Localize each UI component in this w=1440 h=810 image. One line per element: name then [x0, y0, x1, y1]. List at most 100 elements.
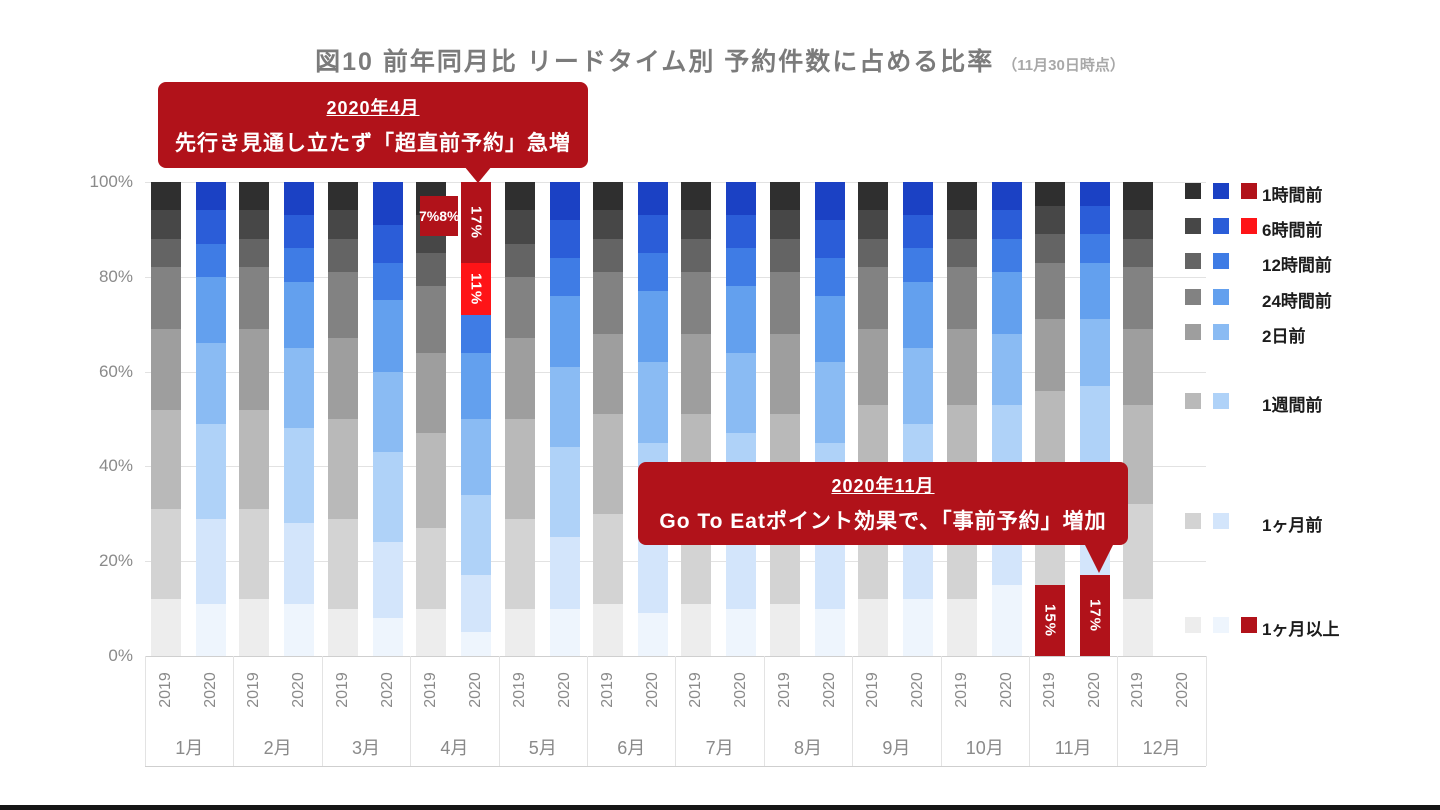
bar-segment: [903, 215, 934, 249]
x-tick-month: 4月: [440, 738, 469, 758]
bar-segment: [549, 295, 580, 367]
month-separator: [498, 656, 500, 766]
bar-segment: [416, 286, 447, 353]
month-separator: [940, 656, 942, 766]
bar-segment: [461, 494, 492, 576]
bar-segment: [1123, 328, 1154, 405]
bar-segment: [372, 262, 403, 301]
bar-segment: [1123, 267, 1154, 329]
x-tick-month: 11月: [1054, 738, 1092, 758]
bar-segment: [461, 352, 492, 419]
x-tick-month: 1月: [175, 738, 204, 758]
bar-segment: [1035, 205, 1065, 235]
x-tick-year: 2019: [599, 672, 616, 708]
bar-segment: [327, 272, 358, 339]
month-separator: [321, 656, 323, 766]
legend-swatch-y2020: [1213, 253, 1229, 269]
bar-segment: [151, 182, 181, 211]
bar-segment: [151, 509, 181, 600]
bar-segment: [991, 182, 1022, 211]
x-tick-year: 2020: [555, 672, 573, 708]
x-tick-year: 2020: [909, 672, 927, 708]
bar-segment: [681, 603, 712, 656]
bar-segment: [1123, 599, 1154, 656]
bar-segment: [726, 248, 757, 287]
month-separator: [1205, 656, 1207, 766]
x-tick-month: 5月: [528, 738, 557, 758]
bar-segment: [372, 618, 403, 656]
bar-segment: [1123, 238, 1154, 268]
segment-value-label: 11%: [467, 272, 485, 305]
bar-segment: [327, 518, 358, 609]
legend-swatch-y2020: [1213, 289, 1229, 305]
bar-segment: [196, 243, 226, 277]
bar-segment: [504, 243, 535, 277]
x-tick-year: 2019: [422, 672, 440, 708]
bar-segment: [1080, 234, 1110, 263]
segment-value-label: 17%: [467, 205, 485, 239]
legend-label: 1ヶ月前: [1262, 516, 1323, 535]
bar-segment: [151, 267, 181, 329]
bar-segment: [284, 281, 315, 348]
april-2019-values-label: 7%8%: [419, 196, 459, 236]
callout-november-title: 2020年11月: [831, 476, 935, 496]
bar-segment: [151, 210, 181, 239]
y-axis-tick: 100%: [89, 172, 133, 191]
bar-segment: [858, 267, 889, 329]
stacked-bar-2019-10月: [946, 182, 977, 656]
bar-segment: [946, 210, 977, 239]
legend-label: 24時間前: [1262, 292, 1332, 311]
bar-segment: [504, 608, 535, 656]
bar-segment: [151, 328, 181, 410]
legend-label: 1週間前: [1262, 396, 1323, 415]
bar-segment: [769, 182, 800, 211]
bar-segment: [903, 347, 934, 424]
bar-segment: [946, 599, 977, 656]
bar-segment: [638, 537, 668, 614]
bar-segment: [638, 182, 668, 216]
bar-segment: [593, 272, 623, 334]
bar-segment: [726, 352, 757, 434]
bar-segment: [593, 603, 623, 656]
bar-segment: [769, 603, 800, 656]
legend-swatch-y2020: [1213, 617, 1229, 633]
bar-segment: [372, 224, 403, 263]
bar-segment: [593, 210, 623, 239]
legend-label: 12時間前: [1262, 256, 1332, 275]
x-tick-year: 2020: [1086, 672, 1103, 708]
stacked-bar-2020-3月: [372, 182, 403, 656]
y-axis-tick: 80%: [98, 266, 133, 286]
x-tick-year: 2019: [1041, 672, 1058, 708]
bar-segment: [1080, 262, 1110, 320]
bar-segment: [284, 603, 315, 656]
x-tick-year: 2019: [687, 672, 705, 708]
stacked-bar-2020-2月: [284, 182, 315, 656]
bar-segment: [814, 257, 845, 296]
bar-segment: [284, 248, 315, 282]
bar-segment: [858, 238, 889, 268]
bar-segment: [946, 267, 977, 329]
bar-segment: [239, 267, 270, 329]
bar-segment: [638, 253, 668, 291]
stacked-bar-2020-6月: [638, 182, 668, 656]
bar-segment: [991, 210, 1022, 239]
chart-title-note: （11月30日時点）: [1002, 57, 1125, 74]
bar-segment: [858, 182, 889, 211]
bar-segment: [504, 276, 535, 339]
gridline: [145, 561, 1206, 563]
month-separator: [852, 656, 854, 766]
stacked-bar-2019-1月: [151, 182, 181, 656]
bar-segment: [372, 371, 403, 453]
bar-segment: [681, 182, 712, 211]
bar-segment: [372, 182, 403, 225]
bar-segment: 11%: [461, 262, 492, 315]
gridline: [145, 276, 1206, 278]
bar-segment: [549, 219, 580, 258]
bar-segment: [461, 632, 492, 656]
legend-swatch-y2019: [1185, 183, 1201, 199]
legend-swatch-highlight: [1241, 183, 1257, 199]
bar-segment: [196, 423, 226, 519]
bar-segment: [903, 599, 934, 656]
x-tick-year: 2020: [820, 672, 838, 708]
